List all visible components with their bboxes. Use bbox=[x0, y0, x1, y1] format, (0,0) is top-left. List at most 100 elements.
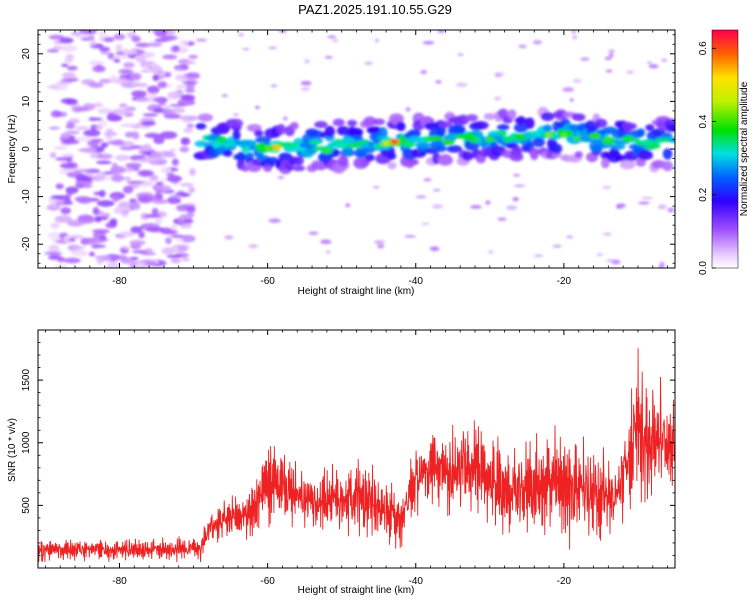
noise-blob bbox=[130, 72, 142, 81]
noise-blob bbox=[103, 131, 118, 136]
speckle-blob bbox=[604, 56, 612, 61]
noise-blob bbox=[75, 174, 89, 182]
ridge-halo-blob bbox=[342, 145, 353, 157]
ridge-halo-blob bbox=[324, 125, 336, 138]
noise-blob bbox=[125, 106, 137, 112]
ridge-halo-blob bbox=[530, 149, 539, 161]
speckle-blob bbox=[423, 178, 432, 182]
noise-blob bbox=[121, 211, 129, 218]
ridge-halo-blob bbox=[540, 112, 555, 122]
noise-blob bbox=[59, 37, 74, 44]
chart-title: PAZ1.2025.191.10.55.G29 bbox=[298, 2, 452, 17]
colorbar-gradient bbox=[712, 30, 738, 268]
noise-blob bbox=[83, 129, 101, 137]
hot-spot bbox=[546, 133, 553, 137]
ridge-halo-blob bbox=[292, 165, 306, 172]
noise-blob bbox=[131, 90, 147, 98]
speckle-blob bbox=[552, 244, 562, 248]
speckle-blob bbox=[606, 259, 615, 263]
ridge-halo-blob bbox=[651, 128, 666, 136]
ridge-halo-blob bbox=[314, 121, 328, 129]
speckle-blob bbox=[195, 38, 207, 42]
colorbar-tick-label: 0.2 bbox=[698, 187, 709, 201]
ridge-halo-blob bbox=[338, 154, 349, 167]
noise-blob bbox=[59, 162, 78, 169]
snr-y-label: SNR (10 * v/v) bbox=[7, 418, 18, 482]
speckle-blob bbox=[661, 58, 668, 62]
noise-blob bbox=[62, 139, 80, 145]
speckle-blob bbox=[364, 61, 373, 66]
ridge-halo-blob bbox=[457, 114, 470, 125]
noise-blob bbox=[164, 71, 172, 78]
noise-blob bbox=[97, 153, 113, 160]
noise-blob bbox=[154, 217, 163, 225]
noise-blob bbox=[109, 218, 118, 226]
noise-blob bbox=[142, 151, 153, 155]
noise-blob bbox=[88, 60, 105, 66]
speckle-blob bbox=[242, 48, 250, 51]
noise-blob bbox=[114, 206, 132, 212]
noise-blob bbox=[151, 207, 159, 215]
noise-blob bbox=[181, 80, 199, 85]
noise-blob bbox=[98, 119, 108, 128]
speckle-blob bbox=[308, 231, 319, 235]
ridge-halo-blob bbox=[263, 165, 272, 172]
snr-x-tick-label: -60 bbox=[260, 576, 275, 587]
noise-blob bbox=[61, 78, 79, 82]
speckle-blob bbox=[233, 113, 240, 117]
noise-blob bbox=[153, 136, 165, 145]
noise-blob bbox=[88, 251, 95, 257]
speckle-blob bbox=[432, 204, 444, 209]
noise-blob bbox=[50, 222, 60, 229]
noise-blob bbox=[99, 236, 107, 241]
noise-blob bbox=[173, 45, 180, 51]
noise-blob bbox=[118, 68, 134, 75]
noise-blob bbox=[114, 78, 129, 85]
speckle-blob bbox=[320, 239, 332, 245]
noise-blob bbox=[111, 162, 118, 167]
noise-blob bbox=[107, 140, 123, 145]
ridge-halo-blob bbox=[497, 108, 509, 119]
noise-blob bbox=[66, 65, 78, 71]
speckle-blob bbox=[565, 235, 574, 239]
hot-spot bbox=[323, 149, 330, 153]
speckle-blob bbox=[657, 204, 667, 210]
spectrogram-axes: -80 -60 -40 -20 -20 -10 0 10 20 bbox=[21, 30, 675, 287]
speckle-blob bbox=[615, 203, 626, 209]
noise-blob bbox=[179, 60, 196, 65]
speckle-blob bbox=[494, 96, 502, 101]
speckle-blob bbox=[254, 105, 260, 110]
ridge-halo-blob bbox=[438, 120, 453, 128]
colorbar-ticks: 0.0 0.2 0.4 0.6 bbox=[698, 41, 716, 275]
hot-spot bbox=[560, 133, 567, 137]
noise-blob bbox=[109, 75, 117, 84]
ridge-halo-blob bbox=[645, 124, 655, 132]
noise-blob bbox=[147, 85, 160, 94]
noise-blob bbox=[111, 174, 125, 183]
speckle-blob bbox=[638, 201, 650, 205]
noise-blob bbox=[54, 264, 68, 268]
spectrogram-panel: -80 -60 -40 -20 -20 -10 0 10 20 Height of straig… bbox=[7, 29, 676, 297]
ridge-halo-blob bbox=[507, 109, 517, 120]
noise-blob bbox=[92, 244, 107, 248]
ridge-core-blob bbox=[425, 136, 445, 142]
noise-blob bbox=[48, 126, 60, 130]
speckle-blob bbox=[512, 196, 519, 202]
ridge-halo-blob bbox=[451, 124, 466, 135]
noise-blob bbox=[152, 30, 168, 35]
noise-blob bbox=[163, 105, 171, 110]
noise-blob bbox=[95, 64, 103, 71]
ridge-halo-blob bbox=[437, 154, 454, 166]
speckle-blob bbox=[282, 116, 288, 121]
noise-blob bbox=[130, 256, 139, 260]
noise-blob bbox=[151, 199, 169, 204]
hot-spot bbox=[649, 142, 656, 146]
ridge-halo-blob bbox=[364, 153, 375, 162]
noise-blob bbox=[57, 256, 65, 263]
snr-series-line bbox=[38, 348, 675, 563]
speckle-blob bbox=[488, 250, 493, 255]
noise-blob bbox=[61, 63, 69, 68]
noise-blob bbox=[99, 46, 111, 52]
noise-blob bbox=[161, 247, 175, 255]
noise-blob bbox=[96, 257, 104, 265]
